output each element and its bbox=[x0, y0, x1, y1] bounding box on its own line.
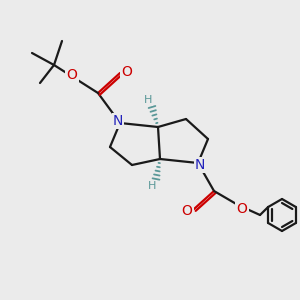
Text: O: O bbox=[67, 68, 77, 82]
Text: O: O bbox=[122, 65, 132, 79]
Text: H: H bbox=[148, 181, 156, 191]
Text: N: N bbox=[113, 114, 123, 128]
Text: H: H bbox=[144, 95, 152, 105]
Text: N: N bbox=[195, 158, 205, 172]
Text: O: O bbox=[237, 202, 248, 216]
Text: O: O bbox=[182, 204, 192, 218]
